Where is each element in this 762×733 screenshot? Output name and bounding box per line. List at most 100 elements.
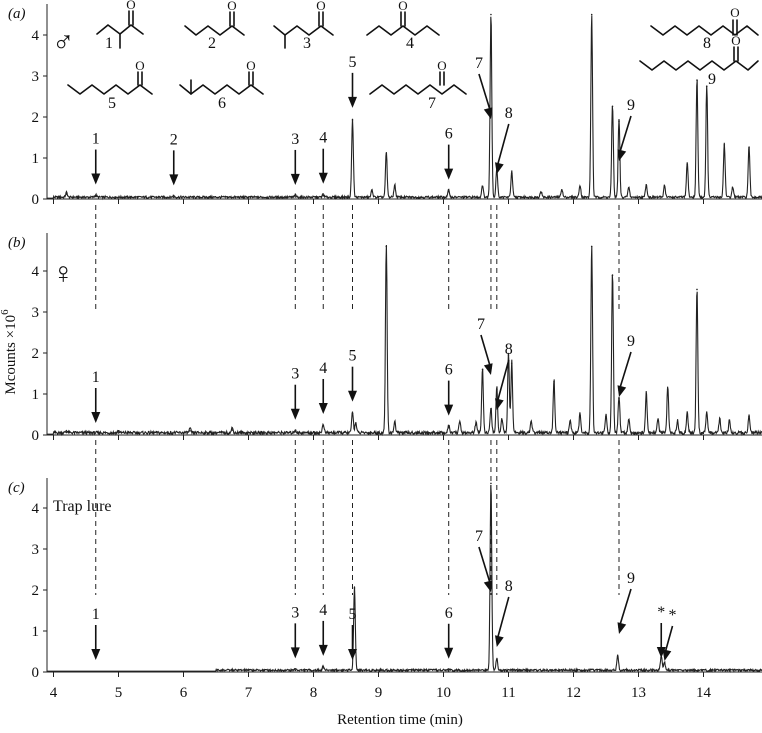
marker-arrowhead	[318, 644, 328, 656]
x-tick-label: 7	[245, 685, 253, 701]
x-tick-label: 9	[375, 685, 383, 701]
marker-label: 9	[627, 333, 635, 350]
peak-point	[705, 413, 708, 416]
marker-arrow	[496, 123, 510, 169]
structure-2-oxygen: O	[227, 0, 236, 13]
marker-label: 6	[445, 605, 453, 622]
marker-arrow	[618, 351, 632, 392]
peak-point	[496, 658, 498, 661]
marker-label: 6	[445, 362, 453, 379]
peak-point	[561, 190, 563, 192]
structure-6-oxygen: O	[246, 58, 255, 73]
marker-arrowhead	[495, 635, 504, 647]
structure-5: O 5	[67, 58, 153, 112]
peak-point	[65, 193, 68, 195]
peak-point	[579, 414, 581, 417]
structure-4: O 4	[366, 0, 440, 52]
compound-structures: O 1 O 2 O 3 O 4	[67, 0, 759, 112]
x-tick-label: 13	[631, 685, 646, 701]
marker-label: 3	[291, 366, 299, 383]
structure-7-oxygen: O	[437, 58, 446, 73]
marker-label: 7	[475, 55, 483, 72]
peak-point	[696, 79, 698, 81]
structure-3-label: 3	[303, 35, 311, 52]
structure-5-label: 5	[108, 95, 116, 112]
marker-label: 9	[627, 570, 635, 587]
peak-point	[618, 397, 620, 399]
x-tick-label: 8	[310, 685, 318, 701]
structure-6-label: 6	[218, 95, 226, 112]
structure-7: O 7	[369, 58, 467, 112]
marker-arrowhead	[91, 649, 101, 660]
peak-point	[189, 430, 191, 432]
peak-point	[481, 368, 484, 371]
peak-point	[627, 419, 630, 422]
peak-point	[686, 413, 689, 416]
x-tick-label: 5	[115, 685, 123, 701]
marker-arrow	[618, 115, 632, 156]
peak-point	[117, 432, 120, 434]
peak-point	[676, 421, 679, 424]
y-tick-label: 0	[32, 665, 40, 681]
peak-point	[351, 412, 354, 415]
structure-5-oxygen: O	[135, 58, 144, 73]
marker-label: 3	[291, 604, 299, 621]
marker-label: *	[657, 604, 665, 621]
marker-arrow	[478, 73, 492, 114]
peak-point	[393, 185, 396, 188]
y-axis-label: Mcounts ×106	[0, 309, 19, 395]
marker-arrowhead	[169, 174, 179, 186]
structure-9-label: 9	[708, 71, 716, 88]
peak-point	[322, 194, 325, 197]
y-tick-label: 4	[32, 28, 40, 44]
structure-2: O 2	[184, 0, 245, 52]
marker-label: 8	[505, 105, 513, 122]
marker-arrowhead	[348, 390, 357, 402]
female-symbol: ♀	[52, 257, 75, 290]
marker-label: 3	[291, 131, 299, 148]
structure-1: O 1	[96, 0, 144, 52]
marker-label: 5	[349, 348, 357, 365]
peak-point	[447, 669, 450, 672]
peak-point	[611, 105, 614, 108]
peak-point	[510, 362, 513, 365]
peak-point	[728, 421, 731, 423]
marker-arrowhead	[617, 385, 627, 397]
y-tick-label: 2	[32, 346, 40, 362]
marker-label: 4	[319, 602, 327, 619]
marker-label: 1	[92, 606, 100, 623]
x-tick-label: 10	[436, 685, 451, 701]
marker-arrowhead	[91, 173, 101, 185]
peak-point	[353, 587, 356, 589]
structure-4-label: 4	[406, 35, 414, 52]
panel-2: 0 1 2 3 4 (b) ♀ 1 3 4 5 6 7 8 9	[8, 233, 762, 444]
y-tick-label: 2	[32, 583, 40, 599]
peak-point	[65, 431, 68, 434]
marker-label: 1	[92, 131, 100, 148]
peak-point	[540, 192, 542, 194]
structure-1-oxygen: O	[126, 0, 135, 12]
peak-point	[666, 388, 669, 390]
peak-point	[696, 288, 698, 291]
peak-point	[322, 667, 325, 669]
peak-point	[294, 196, 297, 198]
peak-point	[590, 245, 593, 248]
chromatogram-trace	[47, 485, 762, 674]
structure-3: O 3	[273, 0, 334, 52]
peak-point	[731, 187, 734, 190]
peak-point	[354, 423, 357, 426]
peak-point	[705, 85, 708, 88]
marker-label: 8	[505, 578, 513, 595]
y-tick-label: 1	[32, 151, 40, 167]
peak-point	[371, 190, 373, 193]
peak-point	[718, 419, 721, 422]
marker-arrow	[480, 334, 492, 370]
marker-arrowhead	[91, 412, 101, 423]
x-tick-label: 12	[566, 685, 581, 701]
y-tick-label: 0	[32, 192, 40, 208]
marker-arrowhead	[444, 404, 454, 416]
peak-point	[490, 409, 492, 412]
peak-point	[748, 146, 750, 149]
